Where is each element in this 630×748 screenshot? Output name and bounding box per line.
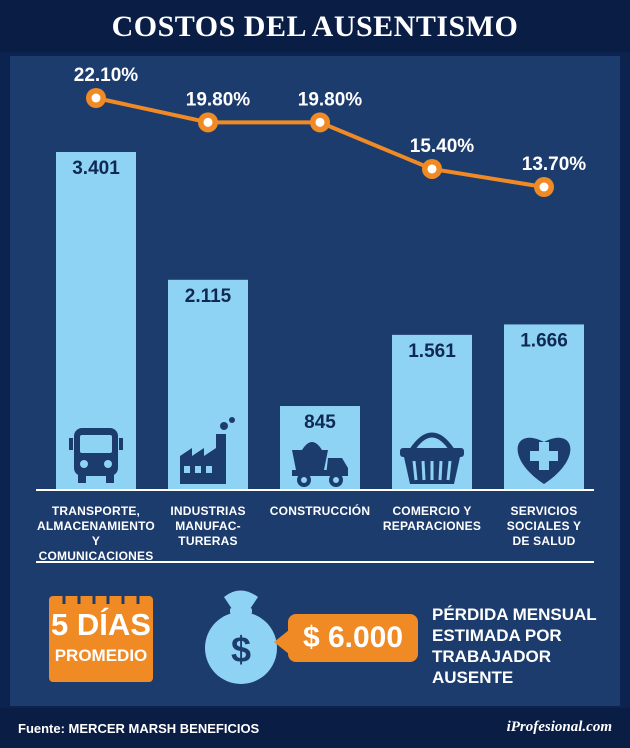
page-title: COSTOS DEL AUSENTISMO (111, 10, 519, 43)
loss-text-line: TRABAJADOR AUSENTE (432, 647, 551, 687)
source-text: Fuente: MERCER MARSH BENEFICIOS (18, 721, 260, 736)
heart-cross-icon (517, 437, 571, 484)
money-amount: $ 6.000 (288, 614, 418, 662)
category-label-line: SERVICIOS (510, 504, 578, 518)
category-label-line: ALMACENAMIENTO (37, 519, 155, 533)
callout-arrow (274, 630, 289, 654)
category-label-line: INDUSTRIAS (170, 504, 246, 518)
category-label: CONSTRUCCIÓN (260, 504, 380, 519)
category-label: TRANSPORTE, ALMACENAMIENTO Y COMUNICACIONE… (36, 504, 156, 564)
category-label: INDUSTRIAS MANUFAC- TURERAS (148, 504, 268, 549)
category-label-line: Y COMUNICACIONES (38, 534, 154, 563)
category-label-line: TURERAS (178, 534, 238, 548)
category-label-line: TRANSPORTE, (51, 504, 141, 518)
percent-line (95, 96, 545, 189)
percent-point-center (427, 164, 437, 174)
shopping-basket-icon (400, 432, 464, 484)
days-value: 5 DÍAS (51, 607, 151, 642)
percent-label: 15.40% (410, 136, 475, 157)
category-label: SERVICIOS SOCIALES Y DE SALUD (484, 504, 604, 549)
percent-point-center (91, 93, 101, 103)
bar-value-label: 1.666 (520, 330, 568, 351)
calendar-icon (49, 592, 153, 682)
bar-value-label: 3.401 (72, 158, 120, 179)
percent-label: 19.80% (298, 89, 363, 110)
days-label: PROMEDIO (54, 646, 148, 665)
category-label-line: SOCIALES Y (506, 519, 582, 533)
percent-point-center (539, 182, 549, 192)
percent-label: 13.70% (522, 154, 587, 175)
category-label-line: REPARACIONES (382, 519, 482, 533)
svg-text:$: $ (231, 629, 251, 670)
dump-truck-icon (292, 442, 348, 487)
bus-icon (69, 428, 123, 483)
average-days-box: 5 DÍAS PROMEDIO (49, 600, 153, 684)
category-label: COMERCIO Y REPARACIONES (372, 504, 492, 534)
brand-logo: iProfesional.com (506, 719, 612, 735)
chart-panel: 3.401 2.115 845 1.561 1.666 22.10% 19.80% 19.8… (10, 56, 620, 706)
bar-value-label: 845 (304, 412, 336, 433)
monthly-loss-text: PÉRDIDA MENSUAL ESTIMADA POR TRABAJADOR … (432, 604, 622, 688)
bar-value-label: 2.115 (185, 286, 232, 307)
chart: 3.401 2.115 845 1.561 1.666 22.10% 19.80% 19.8… (36, 65, 594, 684)
title-bar: COSTOS DEL AUSENTISMO (0, 0, 630, 52)
loss-text-line: PÉRDIDA MENSUAL (432, 605, 597, 624)
category-label-line: MANUFAC- (175, 519, 241, 533)
percent-point-center (315, 117, 325, 127)
money-bag-icon: $ (205, 590, 277, 684)
percent-label: 19.80% (186, 89, 251, 110)
category-label-line: COMERCIO Y (392, 504, 472, 518)
percent-label: 22.10% (74, 65, 139, 86)
footer: Fuente: MERCER MARSH BENEFICIOS iProfesi… (0, 708, 630, 748)
category-label-line: DE SALUD (512, 534, 576, 548)
loss-text-line: ESTIMADA POR (432, 626, 562, 645)
factory-icon (180, 417, 235, 484)
category-label-line: CONSTRUCCIÓN (269, 504, 371, 518)
percent-point-center (203, 117, 213, 127)
bar-value-label: 1.561 (408, 341, 456, 362)
